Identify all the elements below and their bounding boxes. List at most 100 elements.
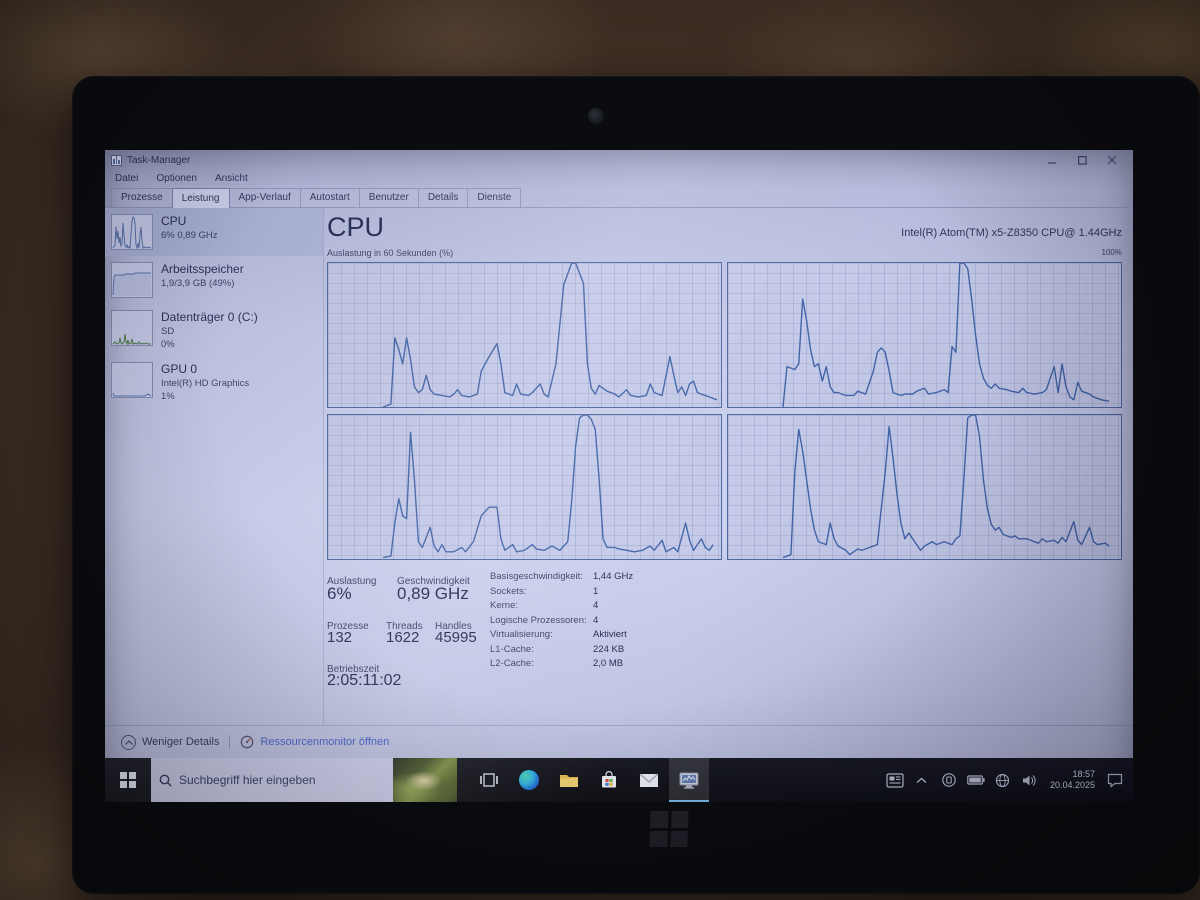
window-titlebar: Task-Manager (105, 150, 1133, 170)
detail-row: Logische Prozessoren: 4 (490, 614, 599, 626)
sidebar-item-arbeitsspeicher[interactable]: Arbeitsspeicher 1,9/3,9 GB (49%) (105, 256, 323, 304)
task-view-button[interactable] (469, 758, 509, 802)
ressourcenmonitor-link[interactable]: Ressourcenmonitor öffnen (240, 735, 389, 749)
graph-axis-label: Auslastung in 60 Sekunden (%) (327, 248, 454, 258)
menu-datei[interactable]: Datei (115, 173, 139, 184)
tab-dienste[interactable]: Dienste (467, 188, 522, 207)
sidebar-disk-sub1: SD (161, 326, 175, 337)
menu-optionen[interactable]: Optionen (156, 173, 197, 184)
detail-row: Basisgeschwindigkeit: 1,44 GHz (490, 571, 634, 582)
detail-row: L1-Cache: 224 KB (490, 643, 625, 655)
cpu-graph-core-3[interactable] (327, 414, 722, 560)
windows-taskbar: 18:57 20.04.2025 (105, 758, 1133, 802)
sidebar-ram-title: Arbeitsspeicher (161, 262, 244, 276)
betriebszeit-value: 2:05:11:02 (327, 672, 402, 689)
sidebar-gpu-sub2: 1% (161, 391, 175, 402)
taskbar-clock[interactable]: 18:57 20.04.2025 (1045, 769, 1100, 791)
auslastung-label: Auslastung (327, 576, 377, 587)
betriebszeit-label: Betriebszeit (327, 664, 380, 675)
cpu-graph-core-4[interactable] (727, 414, 1122, 560)
news-widget-icon[interactable] (883, 765, 907, 795)
tab-app-verlauf[interactable]: App-Verlauf (228, 188, 301, 207)
action-center-icon[interactable] (1103, 765, 1127, 795)
cpu-details-list: Basisgeschwindigkeit: 1,44 GHz Sockets: 1 … (490, 570, 820, 672)
resource-monitor-icon (240, 735, 254, 749)
search-icon (159, 774, 172, 787)
graph-max-label: 100% (1101, 248, 1122, 257)
menu-ansicht[interactable]: Ansicht (214, 173, 248, 184)
bezel-windows-logo (649, 811, 689, 847)
tablet-device: Task-Manager Datei Optionen Ansicht Proz… (72, 76, 1200, 894)
footer-divider (229, 735, 231, 749)
cpu-thumbnail-chart (111, 214, 153, 250)
window-footer-bar: Weniger Details Ressourcenmonitor öffnen (105, 725, 1133, 758)
tab-prozesse[interactable]: Prozesse (111, 188, 173, 207)
threads-value: 1622 (386, 629, 420, 646)
sidebar-ram-sub: 1,9/3,9 GB (49%) (161, 278, 235, 289)
minimize-button[interactable] (1037, 151, 1067, 169)
sidebar-item-datentraeger[interactable]: Datenträger 0 (C:) SD 0% (105, 304, 323, 356)
tab-details[interactable]: Details (417, 188, 469, 207)
graph-label-row: Auslastung in 60 Sekunden (%) 100% (327, 248, 1122, 258)
disk-thumbnail-chart (111, 310, 153, 346)
close-button[interactable] (1097, 151, 1127, 169)
mail-icon[interactable] (629, 758, 669, 802)
cpu-pane-title: CPU (327, 212, 385, 242)
file-explorer-icon[interactable] (549, 758, 589, 802)
search-highlight-image[interactable] (393, 758, 457, 802)
menubar: Datei Optionen Ansicht (105, 170, 1133, 187)
weniger-details-button[interactable]: Weniger Details (121, 734, 219, 750)
front-camera (588, 108, 604, 124)
detail-row: Kerne: 4 (490, 600, 599, 611)
geschwindigkeit-label: Geschwindigkeit (397, 576, 470, 587)
detail-row: L2-Cache: 2,0 MB (490, 658, 624, 669)
maximize-button[interactable] (1067, 151, 1097, 169)
detail-row: Virtualisierung: Aktiviert (490, 629, 627, 640)
sidebar-disk-sub2: 0% (161, 339, 175, 350)
search-input[interactable] (179, 773, 385, 787)
memory-thumbnail-chart (111, 262, 153, 298)
taskbar-search[interactable] (151, 758, 393, 802)
rotation-lock-icon[interactable] (937, 765, 961, 795)
cpu-usage-graphs (327, 262, 1122, 560)
battery-icon[interactable] (964, 765, 988, 795)
tab-benutzer[interactable]: Benutzer (358, 188, 419, 207)
edge-icon[interactable] (509, 758, 549, 802)
sidebar-item-gpu[interactable]: GPU 0 Intel(R) HD Graphics 1% (105, 356, 323, 408)
tray-chevron-up-icon[interactable] (910, 765, 934, 795)
start-button[interactable] (105, 758, 151, 802)
cpu-graph-core-2[interactable] (727, 262, 1122, 408)
sidebar-disk-title: Datenträger 0 (C:) (161, 310, 258, 324)
sidebar-item-cpu[interactable]: CPU 6% 0,89 GHz (105, 208, 323, 256)
sidebar-cpu-title: CPU (161, 214, 187, 228)
sidebar-gpu-sub1: Intel(R) HD Graphics (161, 378, 250, 389)
store-icon[interactable] (589, 758, 629, 802)
cpu-model-name: Intel(R) Atom(TM) x5-Z8350 CPU@ 1.44GHz (901, 227, 1122, 239)
chevron-up-icon (121, 734, 136, 750)
network-globe-icon[interactable] (991, 765, 1015, 795)
handles-value: 45995 (435, 629, 477, 646)
clock-date: 20.04.2025 (1049, 780, 1095, 790)
system-tray: 18:57 20.04.2025 (883, 758, 1133, 802)
prozesse-value: 132 (327, 629, 353, 646)
sidebar-cpu-sub: 6% 0,89 GHz (161, 230, 218, 241)
window-title: Task-Manager (127, 154, 191, 166)
threads-label: Threads (386, 621, 423, 632)
task-manager-taskbar-icon[interactable] (669, 758, 709, 802)
geschwindigkeit-value: 0,89 GHz (397, 584, 469, 603)
gpu-thumbnail-chart (111, 362, 153, 398)
tab-autostart[interactable]: Autostart (299, 188, 360, 207)
tablet-screen: Task-Manager Datei Optionen Ansicht Proz… (105, 150, 1133, 802)
handles-label: Handles (435, 621, 472, 632)
cpu-graph-core-1[interactable] (327, 262, 722, 408)
taskbar-pinned-apps (469, 758, 709, 802)
auslastung-value: 6% (327, 584, 352, 603)
clock-time: 18:57 (1072, 769, 1095, 779)
volume-icon[interactable] (1018, 765, 1042, 795)
tab-leistung[interactable]: Leistung (171, 188, 230, 208)
cpu-pane-header: CPU Intel(R) Atom(TM) x5-Z8350 CPU@ 1.44… (327, 212, 1122, 242)
sidebar-gpu-title: GPU 0 (161, 362, 198, 376)
prozesse-label: Prozesse (327, 621, 369, 632)
windows-logo-icon (120, 772, 136, 788)
